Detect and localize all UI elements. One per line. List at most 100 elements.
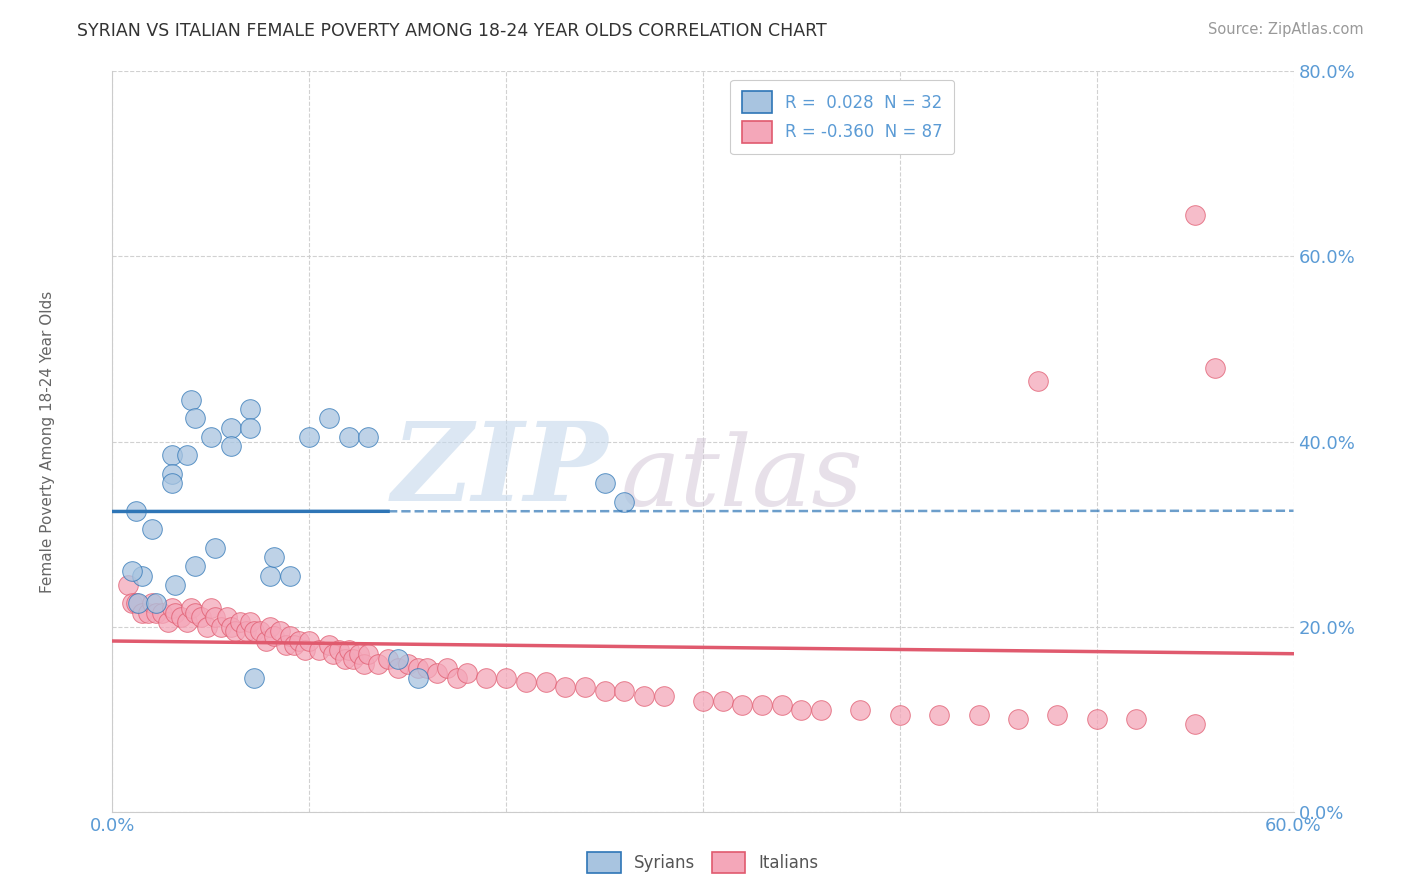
Text: Female Poverty Among 18-24 Year Olds: Female Poverty Among 18-24 Year Olds <box>39 291 55 592</box>
Point <box>145 606 167 620</box>
Point <box>180 601 202 615</box>
Point <box>318 411 340 425</box>
Point <box>456 665 478 680</box>
Point <box>204 610 226 624</box>
Point <box>259 568 281 582</box>
Point <box>249 624 271 639</box>
Point <box>633 689 655 703</box>
Point <box>387 661 409 675</box>
Point <box>160 601 183 615</box>
Point <box>131 568 153 582</box>
Point <box>165 578 187 592</box>
Point <box>1007 712 1029 726</box>
Point <box>318 638 340 652</box>
Point <box>387 652 409 666</box>
Legend: Syrians, Italians: Syrians, Italians <box>581 846 825 880</box>
Point <box>160 476 183 491</box>
Point <box>554 680 576 694</box>
Point <box>239 420 262 434</box>
Point <box>367 657 389 671</box>
Point <box>928 707 950 722</box>
Point <box>195 619 218 633</box>
Point <box>184 559 207 574</box>
Point <box>1085 712 1108 726</box>
Point <box>145 597 167 611</box>
Point <box>810 703 832 717</box>
Point <box>333 652 356 666</box>
Point <box>1184 208 1206 222</box>
Point <box>711 694 734 708</box>
Point <box>593 684 616 698</box>
Point <box>141 597 163 611</box>
Point <box>574 680 596 694</box>
Point <box>125 504 148 518</box>
Point <box>288 633 311 648</box>
Point <box>239 615 262 629</box>
Point <box>219 619 242 633</box>
Point <box>406 671 429 685</box>
Point <box>243 671 266 685</box>
Point <box>652 689 675 703</box>
Point <box>190 610 212 624</box>
Point <box>790 703 813 717</box>
Point <box>357 648 380 662</box>
Point <box>243 624 266 639</box>
Point <box>475 671 498 685</box>
Point <box>176 615 198 629</box>
Point <box>416 661 439 675</box>
Point <box>235 624 257 639</box>
Point <box>692 694 714 708</box>
Point <box>613 684 636 698</box>
Point <box>1046 707 1069 722</box>
Text: ZIP: ZIP <box>392 417 609 524</box>
Point <box>406 661 429 675</box>
Point <box>117 578 139 592</box>
Point <box>127 597 149 611</box>
Point <box>176 449 198 463</box>
Point <box>121 564 143 578</box>
Point <box>495 671 517 685</box>
Point <box>131 606 153 620</box>
Point <box>1026 375 1049 389</box>
Point <box>294 642 316 657</box>
Point <box>209 619 232 633</box>
Point <box>278 568 301 582</box>
Point <box>1204 360 1226 375</box>
Point <box>1184 716 1206 731</box>
Point <box>446 671 468 685</box>
Point <box>613 494 636 508</box>
Point <box>337 430 360 444</box>
Point <box>731 698 754 713</box>
Point <box>967 707 990 722</box>
Point <box>534 675 557 690</box>
Point <box>849 703 872 717</box>
Point <box>342 652 364 666</box>
Point <box>396 657 419 671</box>
Point <box>156 615 179 629</box>
Point <box>215 610 238 624</box>
Point <box>328 642 350 657</box>
Text: atlas: atlas <box>620 431 863 526</box>
Point <box>254 633 277 648</box>
Point <box>204 541 226 555</box>
Point <box>263 629 285 643</box>
Point <box>436 661 458 675</box>
Point <box>136 606 159 620</box>
Point <box>515 675 537 690</box>
Point <box>347 648 370 662</box>
Text: Source: ZipAtlas.com: Source: ZipAtlas.com <box>1208 22 1364 37</box>
Point <box>269 624 291 639</box>
Point <box>263 550 285 565</box>
Point <box>377 652 399 666</box>
Point <box>150 606 173 620</box>
Point <box>298 633 321 648</box>
Point <box>337 642 360 657</box>
Point <box>180 392 202 407</box>
Point <box>322 648 344 662</box>
Legend: R =  0.028  N = 32, R = -0.360  N = 87: R = 0.028 N = 32, R = -0.360 N = 87 <box>730 79 955 154</box>
Point <box>274 638 297 652</box>
Point <box>229 615 252 629</box>
Point <box>200 601 222 615</box>
Point <box>200 430 222 444</box>
Point <box>593 476 616 491</box>
